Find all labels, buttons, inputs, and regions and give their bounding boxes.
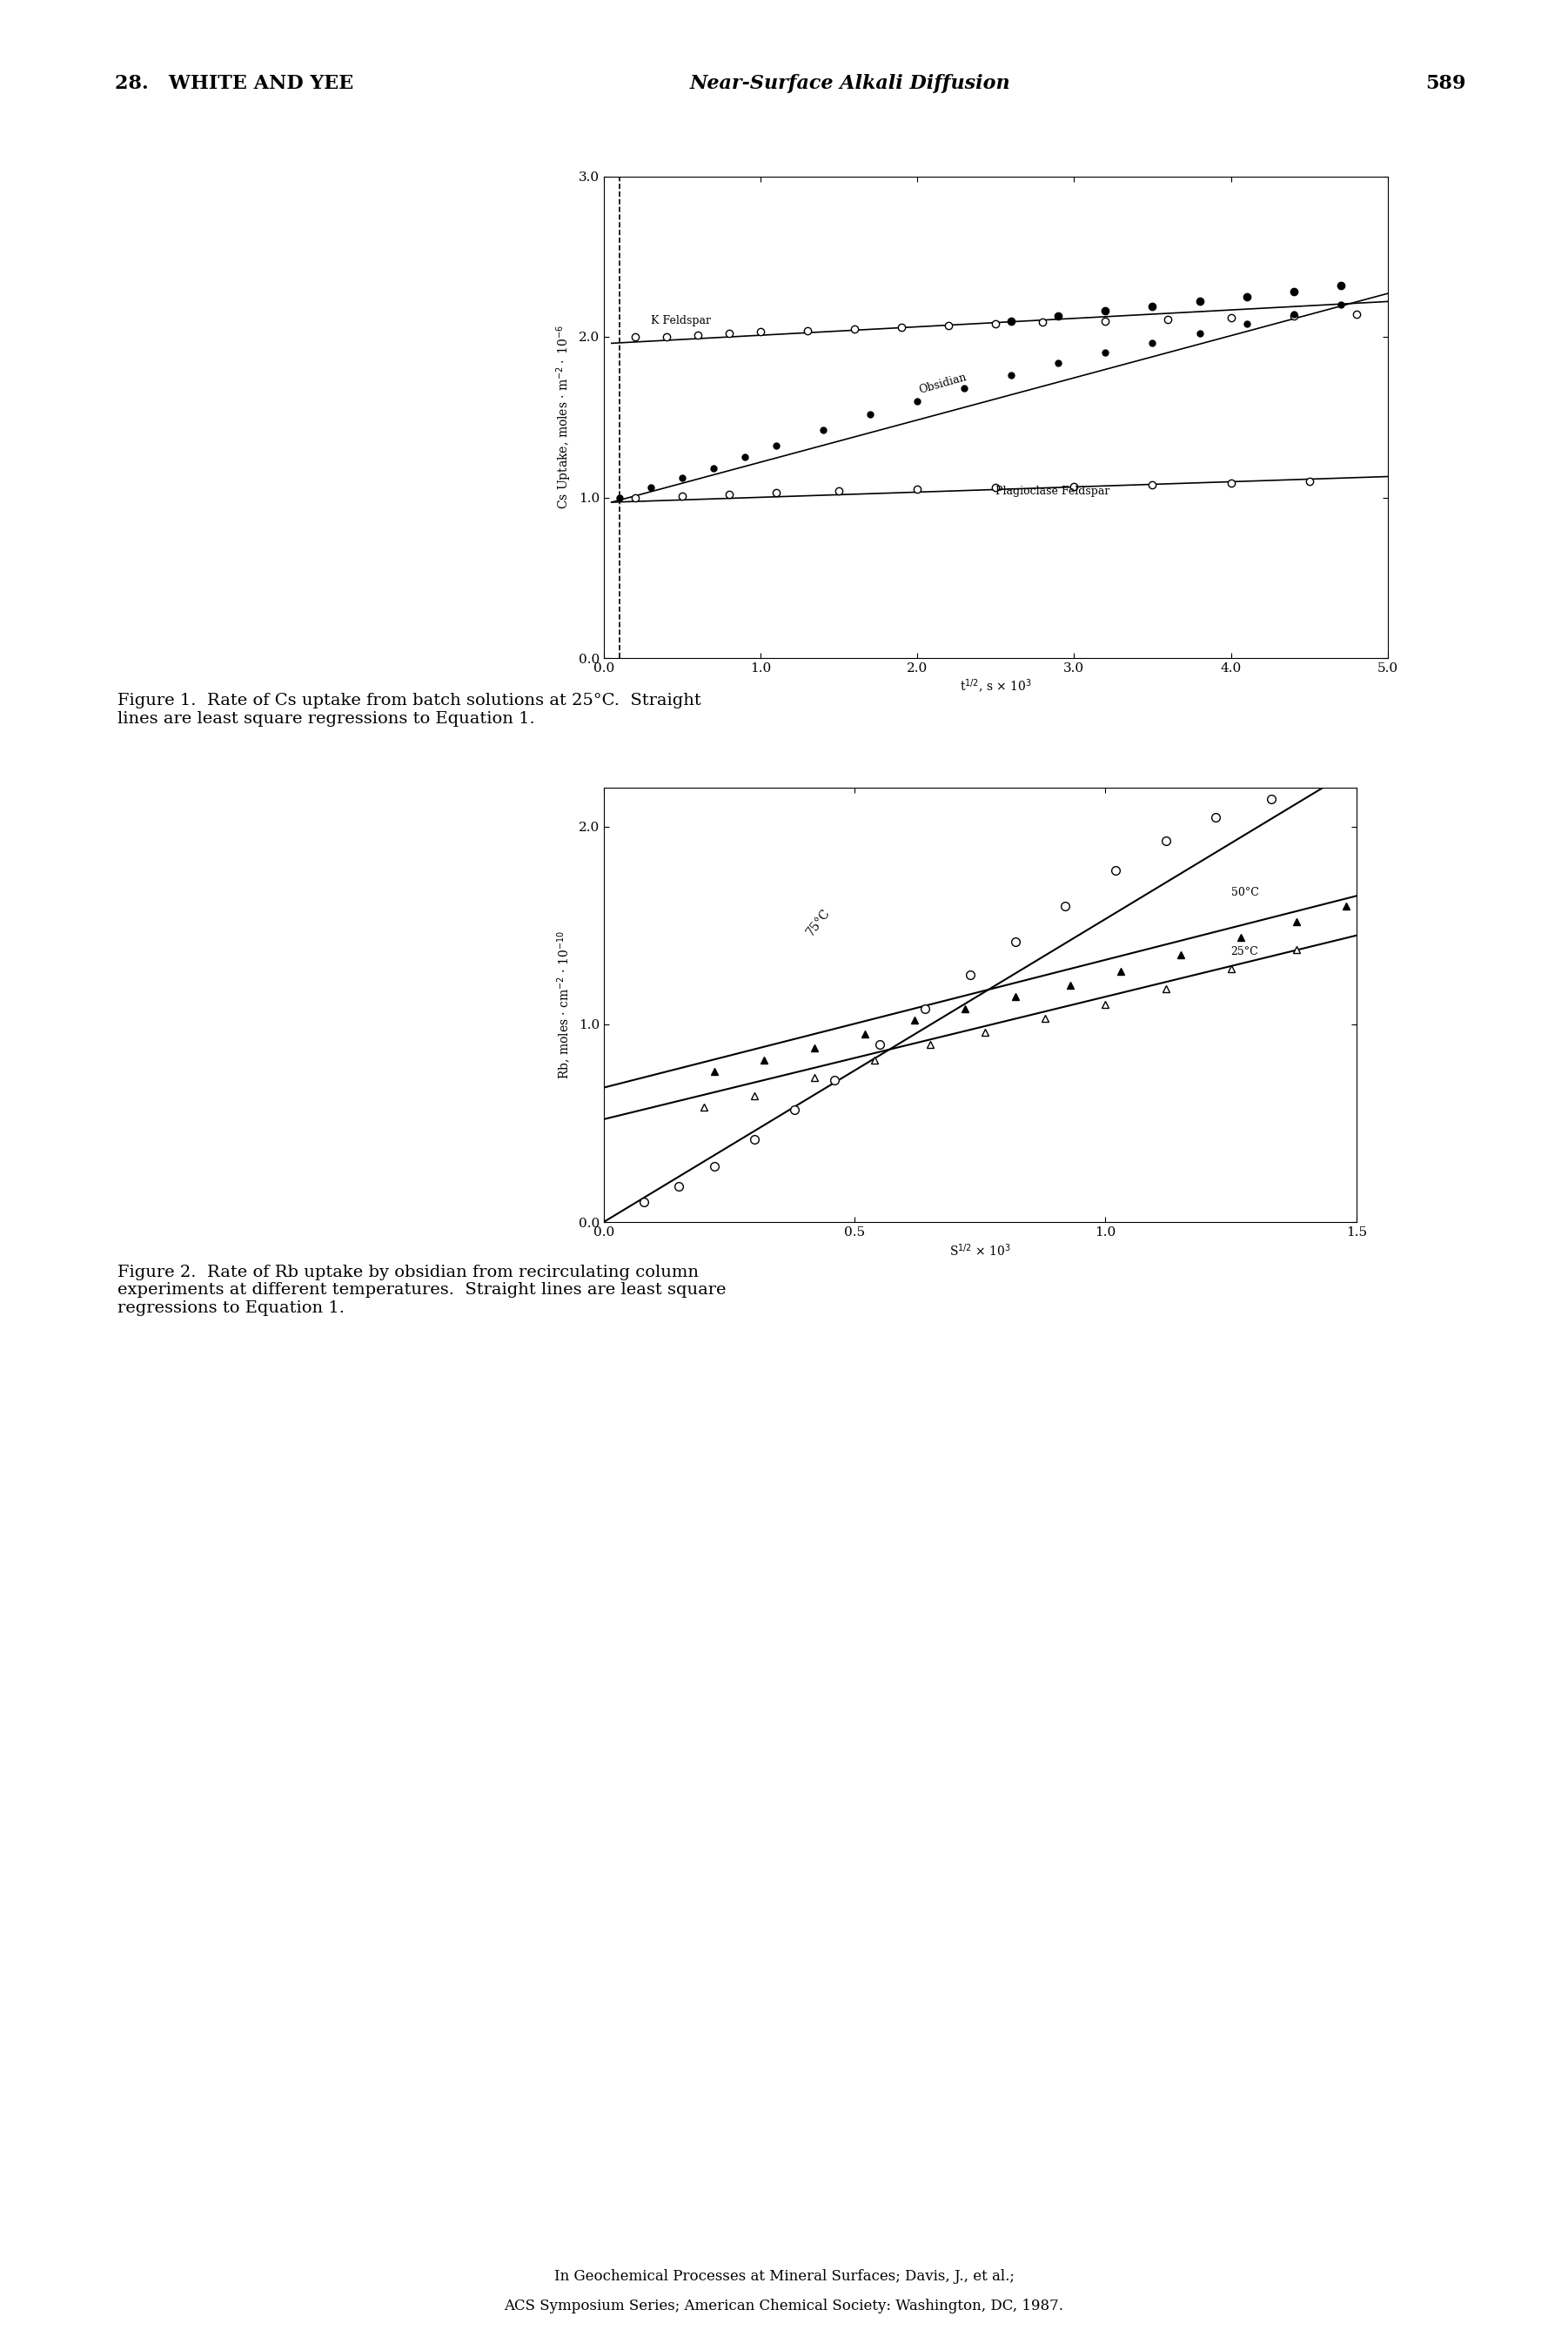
X-axis label: S$^{1/2}$ $\times$ 10$^3$: S$^{1/2}$ $\times$ 10$^3$ [949, 1243, 1011, 1257]
Y-axis label: Cs Uptake, moles $\cdot$ m$^{-2}\cdot$ 10$^{-6}$: Cs Uptake, moles $\cdot$ m$^{-2}\cdot$ 1… [555, 324, 574, 510]
Text: Near-Surface Alkali Diffusion: Near-Surface Alkali Diffusion [690, 73, 1011, 94]
Text: Figure 1.  Rate of Cs uptake from batch solutions at 25°C.  Straight
lines are l: Figure 1. Rate of Cs uptake from batch s… [118, 693, 701, 726]
Text: K Feldspar: K Feldspar [651, 315, 710, 327]
Text: Figure 2.  Rate of Rb uptake by obsidian from recirculating column
experiments a: Figure 2. Rate of Rb uptake by obsidian … [118, 1264, 726, 1316]
Text: 589: 589 [1425, 73, 1466, 94]
Text: 75°C: 75°C [804, 907, 833, 938]
Text: In Geochemical Processes at Mineral Surfaces; Davis, J., et al.;: In Geochemical Processes at Mineral Surf… [554, 2270, 1014, 2284]
Text: 25°C: 25°C [1231, 947, 1259, 959]
Text: 28.   WHITE AND YEE: 28. WHITE AND YEE [114, 73, 353, 94]
Y-axis label: Rb, moles $\cdot$ cm$^{-2}$ $\cdot$ 10$^{-10}$: Rb, moles $\cdot$ cm$^{-2}$ $\cdot$ 10$^… [557, 931, 574, 1079]
Text: Plagioclase Feldspar: Plagioclase Feldspar [996, 486, 1110, 496]
Text: Obsidian: Obsidian [917, 371, 967, 395]
Text: ACS Symposium Series; American Chemical Society: Washington, DC, 1987.: ACS Symposium Series; American Chemical … [505, 2298, 1063, 2312]
X-axis label: t$^{1/2}$, s $\times$ 10$^3$: t$^{1/2}$, s $\times$ 10$^3$ [960, 679, 1032, 696]
Text: 50°C: 50°C [1231, 888, 1259, 898]
